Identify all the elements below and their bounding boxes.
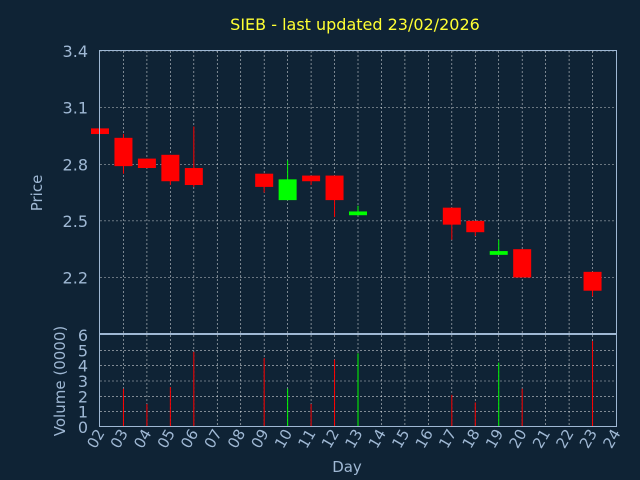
candle-body	[583, 271, 602, 291]
price-tick-label: 2.8	[63, 155, 88, 174]
candle-body	[489, 251, 508, 255]
candle-body	[114, 137, 133, 167]
x-tick-label: 23	[576, 426, 601, 452]
candle-body	[302, 175, 321, 182]
candle-body	[466, 220, 485, 233]
x-tick-label: 11	[294, 426, 319, 452]
x-tick-label: 20	[506, 426, 531, 452]
candle-body	[513, 249, 532, 278]
candle-body	[442, 207, 461, 225]
volume-panel-frame	[99, 334, 617, 427]
price-tick-label: 2.2	[63, 269, 88, 288]
candle-body	[325, 175, 344, 201]
volume-tick-label: 4	[78, 357, 88, 376]
volume-tick-label: 5	[78, 341, 88, 360]
candle-body	[255, 173, 274, 187]
x-tick-label: 05	[154, 426, 179, 452]
volume-tick-label: 2	[78, 387, 88, 406]
volume-tick-label: 1	[78, 403, 88, 422]
x-tick-label: 17	[435, 426, 460, 452]
x-tick-label: 14	[365, 426, 390, 452]
x-tick-label: 04	[130, 426, 155, 452]
price-tick-label: 3.1	[63, 99, 88, 118]
price-tick-label: 3.4	[63, 42, 88, 61]
x-tick-label: 12	[318, 426, 343, 452]
x-tick-label: 18	[459, 426, 484, 452]
x-tick-label: 21	[529, 426, 554, 452]
candle-body	[137, 158, 156, 169]
x-axis-label: Day	[332, 458, 362, 476]
x-tick-label: 06	[177, 426, 202, 452]
candle-body	[278, 179, 297, 201]
price-tick-label: 2.5	[63, 212, 88, 231]
volume-tick-label: 6	[78, 326, 88, 345]
x-tick-label: 24	[599, 426, 624, 452]
volume-tick-label: 0	[78, 418, 88, 437]
x-tick-label: 15	[388, 426, 413, 452]
x-tick-label: 22	[552, 426, 577, 452]
candle-body	[161, 154, 180, 182]
volume-axis-label: Volume (0000)	[51, 326, 69, 436]
x-tick-label: 19	[482, 426, 507, 452]
x-tick-label: 13	[341, 426, 366, 452]
x-tick-label: 16	[412, 426, 437, 452]
price-axis-label: Price	[28, 175, 46, 212]
x-tick-label: 08	[224, 426, 249, 452]
candle-body	[349, 211, 367, 216]
x-tick-label: 03	[107, 426, 132, 452]
x-tick-label: 07	[201, 426, 226, 452]
price-panel-frame	[99, 50, 617, 334]
volume-tick-label: 3	[78, 372, 88, 391]
x-tick-label: 10	[271, 426, 296, 452]
x-tick-label: 09	[248, 426, 273, 452]
candle-body	[184, 168, 203, 186]
chart-title: SIEB - last updated 23/02/2026	[230, 15, 480, 34]
